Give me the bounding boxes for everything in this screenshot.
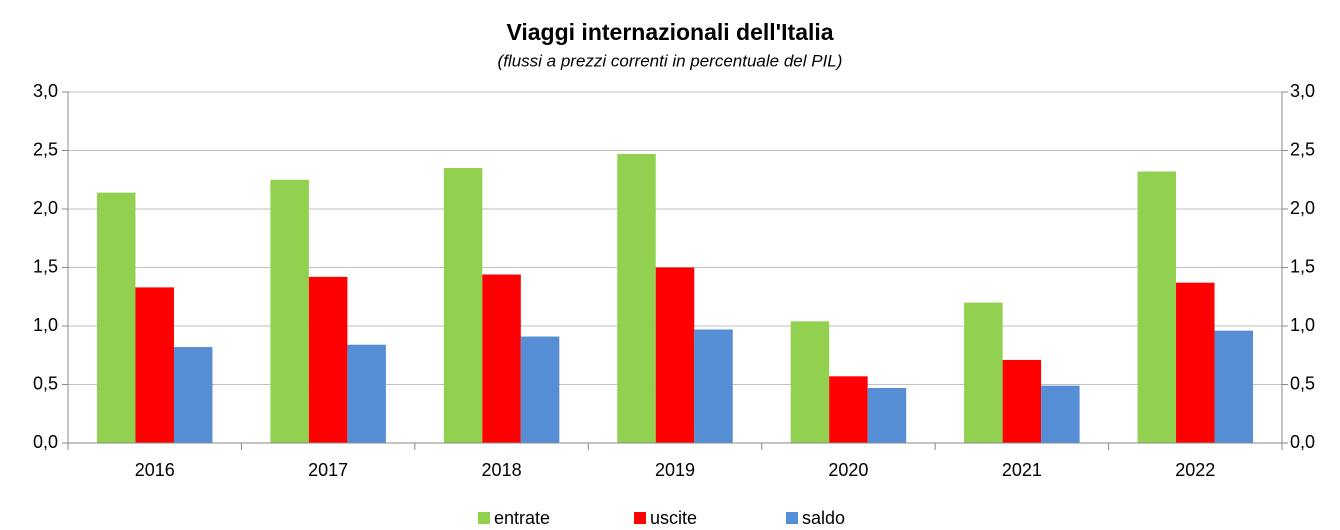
bar [694,329,733,443]
legend-label: saldo [802,508,845,528]
legend-swatch [634,512,646,524]
y-tick-label: 1,0 [33,315,58,335]
y-tick-label: 0,5 [33,373,58,393]
legend-label: uscite [650,508,697,528]
bar [482,274,521,443]
bar [1137,171,1177,443]
y2-tick-label: 1,5 [1290,256,1315,276]
y2-tick-label: 1,0 [1290,315,1315,335]
y2-tick-label: 0,5 [1290,373,1315,393]
y2-tick-label: 2,5 [1290,139,1315,159]
bar [1214,330,1254,443]
y-tick-label: 1,5 [33,256,58,276]
bar [655,267,695,443]
y-tick-label: 2,5 [33,139,58,159]
y2-tick-label: 2,0 [1290,198,1315,218]
bar [617,154,656,443]
bar [1176,282,1215,443]
x-tick-label: 2016 [135,460,175,480]
y-tick-label: 3,0 [33,81,58,101]
legend-label: entrate [494,508,550,528]
x-tick-label: 2018 [482,460,522,480]
y-tick-label: 2,0 [33,198,58,218]
x-tick-label: 2021 [1002,460,1042,480]
x-tick-label: 2020 [828,460,868,480]
bar [1041,385,1080,443]
bar [173,347,213,443]
x-tick-label: 2017 [308,460,348,480]
bar [1002,359,1042,443]
bar [347,344,386,443]
bar [308,276,348,443]
x-tick-label: 2019 [655,460,695,480]
legend-swatch [786,512,798,524]
bar [96,192,136,443]
y2-tick-label: 3,0 [1290,81,1315,101]
chart-title: Viaggi internazionali dell'Italia [506,19,833,45]
y-tick-label: 0,0 [33,432,58,452]
legend-swatch [478,512,490,524]
bar [270,179,309,443]
bar [790,321,830,443]
bar [867,388,907,443]
bar [443,168,483,444]
bar [520,336,560,443]
bar [829,376,868,443]
bar [964,302,1003,443]
chart-subtitle: (flussi a prezzi correnti in percentuale… [498,51,843,70]
x-tick-label: 2022 [1175,460,1215,480]
y2-tick-label: 0,0 [1290,432,1315,452]
bar [135,287,174,443]
